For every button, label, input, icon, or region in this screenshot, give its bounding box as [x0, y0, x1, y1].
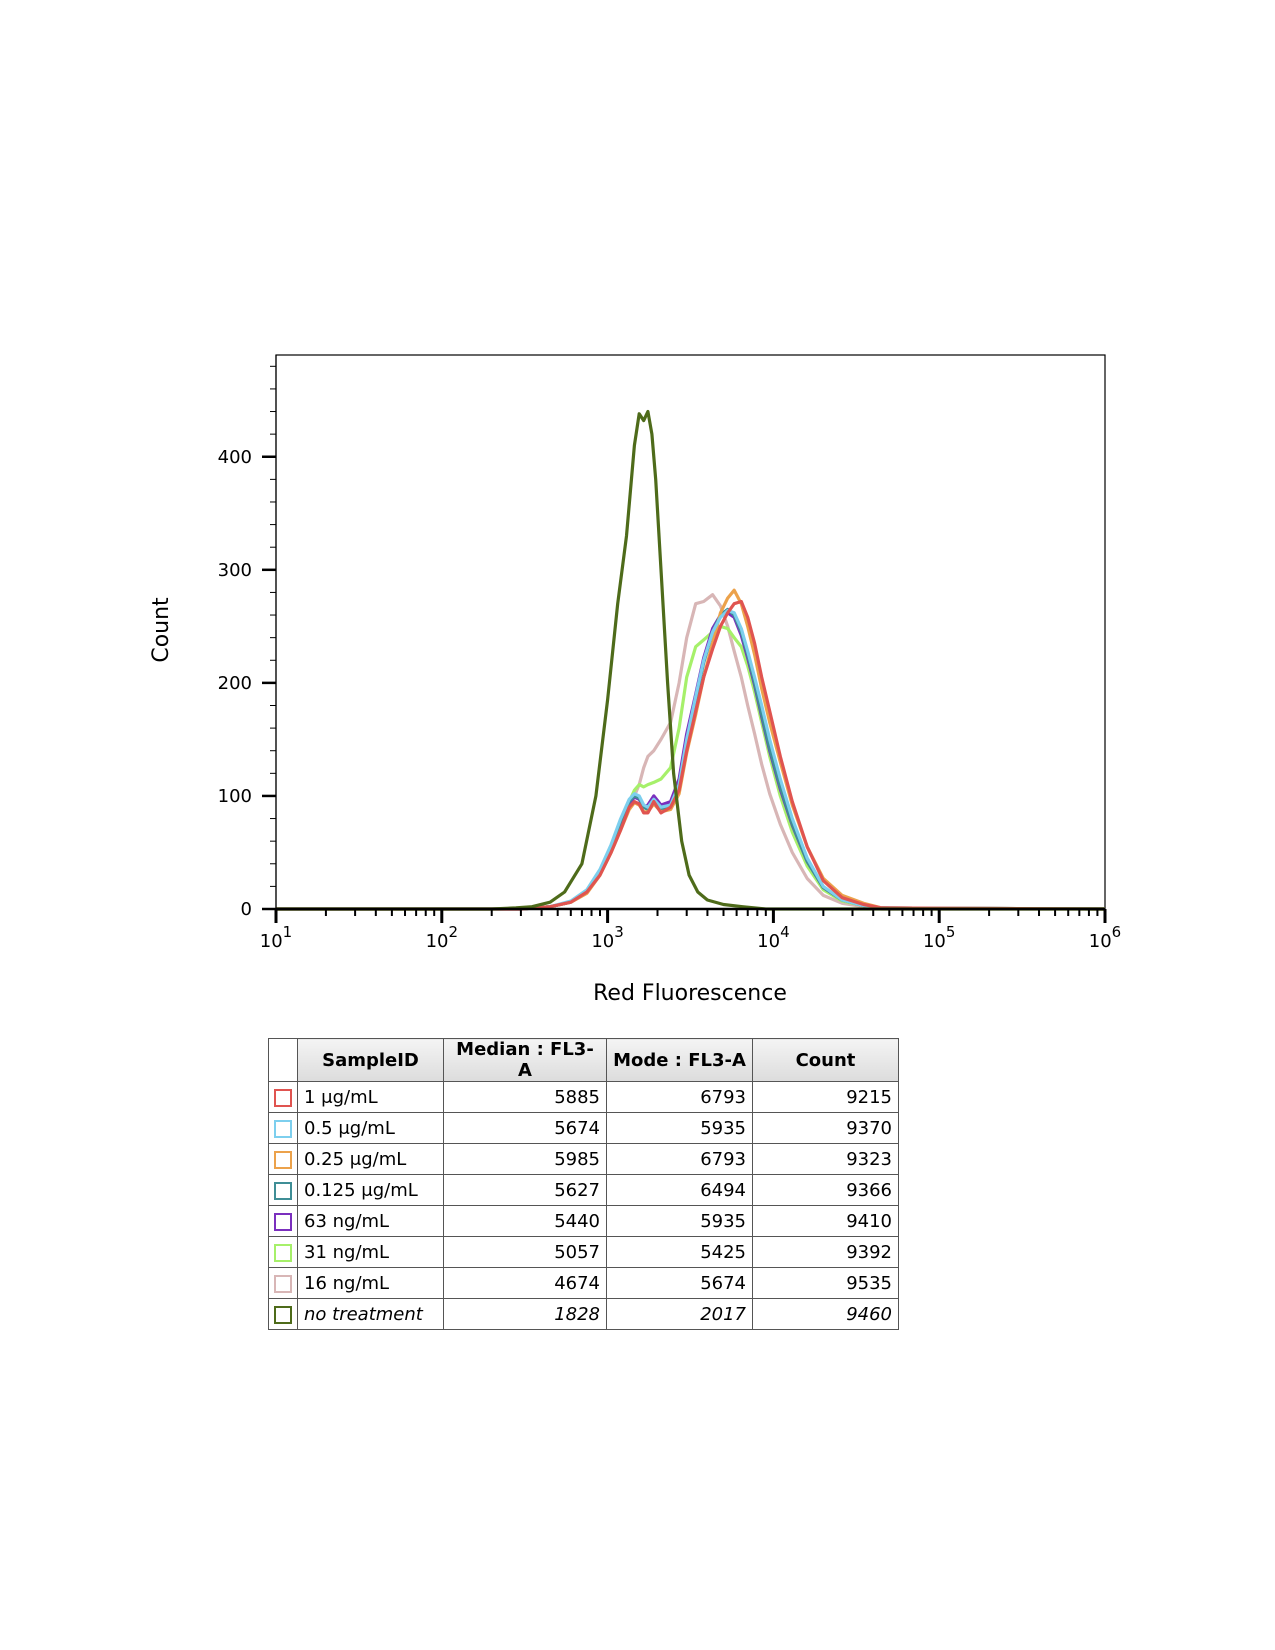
cell-count: 9392 [752, 1236, 899, 1268]
cell-mode: 2017 [606, 1298, 753, 1330]
axis-layer: 0 100 200 300 400 101 102 103 104 105 106 [218, 355, 1121, 952]
series-line [276, 593, 1105, 911]
cell-mode: 5425 [606, 1236, 753, 1268]
cell-label: 16 ng/mL [297, 1267, 444, 1299]
cell-label: 0.125 μg/mL [297, 1174, 444, 1206]
cell-median: 1828 [443, 1298, 607, 1330]
table-row: 0.125 μg/mL 5627 6494 9366 [268, 1174, 899, 1206]
histogram-chart: 0 100 200 300 400 101 102 103 104 105 106 Red Fluo… [149, 354, 1121, 1006]
cell-count: 9366 [752, 1174, 899, 1206]
y-tick-label: 300 [218, 560, 252, 581]
legend-swatch-cell [268, 1298, 298, 1330]
legend-swatch [274, 1212, 292, 1231]
cell-label: 31 ng/mL [297, 1236, 444, 1268]
legend-swatch-cell [268, 1205, 298, 1237]
cell-label: no treatment [297, 1298, 444, 1330]
cell-count: 9215 [752, 1081, 899, 1113]
cell-count: 9370 [752, 1112, 899, 1144]
legend-swatch [274, 1088, 292, 1107]
x-tick-label: 104 [757, 923, 789, 952]
cell-median: 5885 [443, 1081, 607, 1113]
cell-median: 5674 [443, 1112, 607, 1144]
statistics-table: SampleID Median : FL3-A Mode : FL3-A Cou… [268, 1038, 899, 1330]
legend-swatch [274, 1181, 292, 1200]
plot-frame [275, 354, 1106, 910]
x-axis-title: Red Fluorescence [593, 981, 787, 1006]
count-header: Count [752, 1038, 899, 1082]
y-tick-label: 100 [218, 786, 252, 807]
series-layer [276, 409, 1106, 911]
legend-swatch [274, 1305, 292, 1324]
legend-swatch [274, 1274, 292, 1293]
cell-count: 9323 [752, 1143, 899, 1175]
table-header-row: SampleID Median : FL3-A Mode : FL3-A Cou… [268, 1038, 899, 1082]
series-line [276, 409, 1105, 911]
series-line [276, 588, 1106, 911]
cell-mode: 6793 [606, 1143, 753, 1175]
y-axis-title: Count [149, 597, 174, 663]
legend-swatch-cell [268, 1174, 298, 1206]
legend-swatch-cell [268, 1081, 298, 1113]
series-line [276, 608, 1106, 911]
table-row: 1 μg/mL 5885 6793 9215 [268, 1081, 899, 1113]
legend-swatch-cell [268, 1236, 298, 1268]
table-row: 0.5 μg/mL 5674 5935 9370 [268, 1112, 899, 1144]
x-tick-label: 102 [426, 923, 458, 952]
cell-mode: 5935 [606, 1205, 753, 1237]
cell-label: 1 μg/mL [297, 1081, 444, 1113]
cell-label: 63 ng/mL [297, 1205, 444, 1237]
x-tick-label: 103 [591, 923, 623, 952]
cell-median: 5440 [443, 1205, 607, 1237]
cell-mode: 6494 [606, 1174, 753, 1206]
series-line [276, 607, 1106, 911]
cell-mode: 5935 [606, 1112, 753, 1144]
swatch-header [268, 1038, 298, 1082]
cell-median: 5985 [443, 1143, 607, 1175]
x-tick-label: 106 [1089, 923, 1121, 952]
sampleid-header: SampleID [297, 1038, 444, 1082]
cell-count: 9460 [752, 1298, 899, 1330]
cell-median: 5627 [443, 1174, 607, 1206]
cell-mode: 6793 [606, 1081, 753, 1113]
table-row: 16 ng/mL 4674 5674 9535 [268, 1267, 899, 1299]
legend-swatch-cell [268, 1267, 298, 1299]
x-tick-label: 101 [260, 923, 292, 952]
legend-swatch-cell [268, 1143, 298, 1175]
legend-swatch [274, 1243, 292, 1262]
cell-label: 0.25 μg/mL [297, 1143, 444, 1175]
x-tick-label: 105 [923, 923, 955, 952]
table-row: 63 ng/mL 5440 5935 9410 [268, 1205, 899, 1237]
y-tick-label: 400 [218, 447, 252, 468]
cell-mode: 5674 [606, 1267, 753, 1299]
y-tick-label: 0 [241, 899, 252, 920]
table-row: no treatment 1828 2017 9460 [268, 1298, 899, 1330]
mode-header: Mode : FL3-A [606, 1038, 753, 1082]
legend-swatch [274, 1119, 292, 1138]
series-line [276, 624, 1106, 911]
y-tick-label: 200 [218, 673, 252, 694]
cell-label: 0.5 μg/mL [297, 1112, 444, 1144]
legend-swatch [274, 1150, 292, 1169]
series-line [276, 599, 1106, 911]
legend-swatch-cell [268, 1112, 298, 1144]
series-line [276, 611, 1106, 911]
cell-median: 4674 [443, 1267, 607, 1299]
table-row: 31 ng/mL 5057 5425 9392 [268, 1236, 899, 1268]
table-row: 0.25 μg/mL 5985 6793 9323 [268, 1143, 899, 1175]
cell-count: 9535 [752, 1267, 899, 1299]
median-header: Median : FL3-A [443, 1038, 607, 1082]
cell-median: 5057 [443, 1236, 607, 1268]
cell-count: 9410 [752, 1205, 899, 1237]
